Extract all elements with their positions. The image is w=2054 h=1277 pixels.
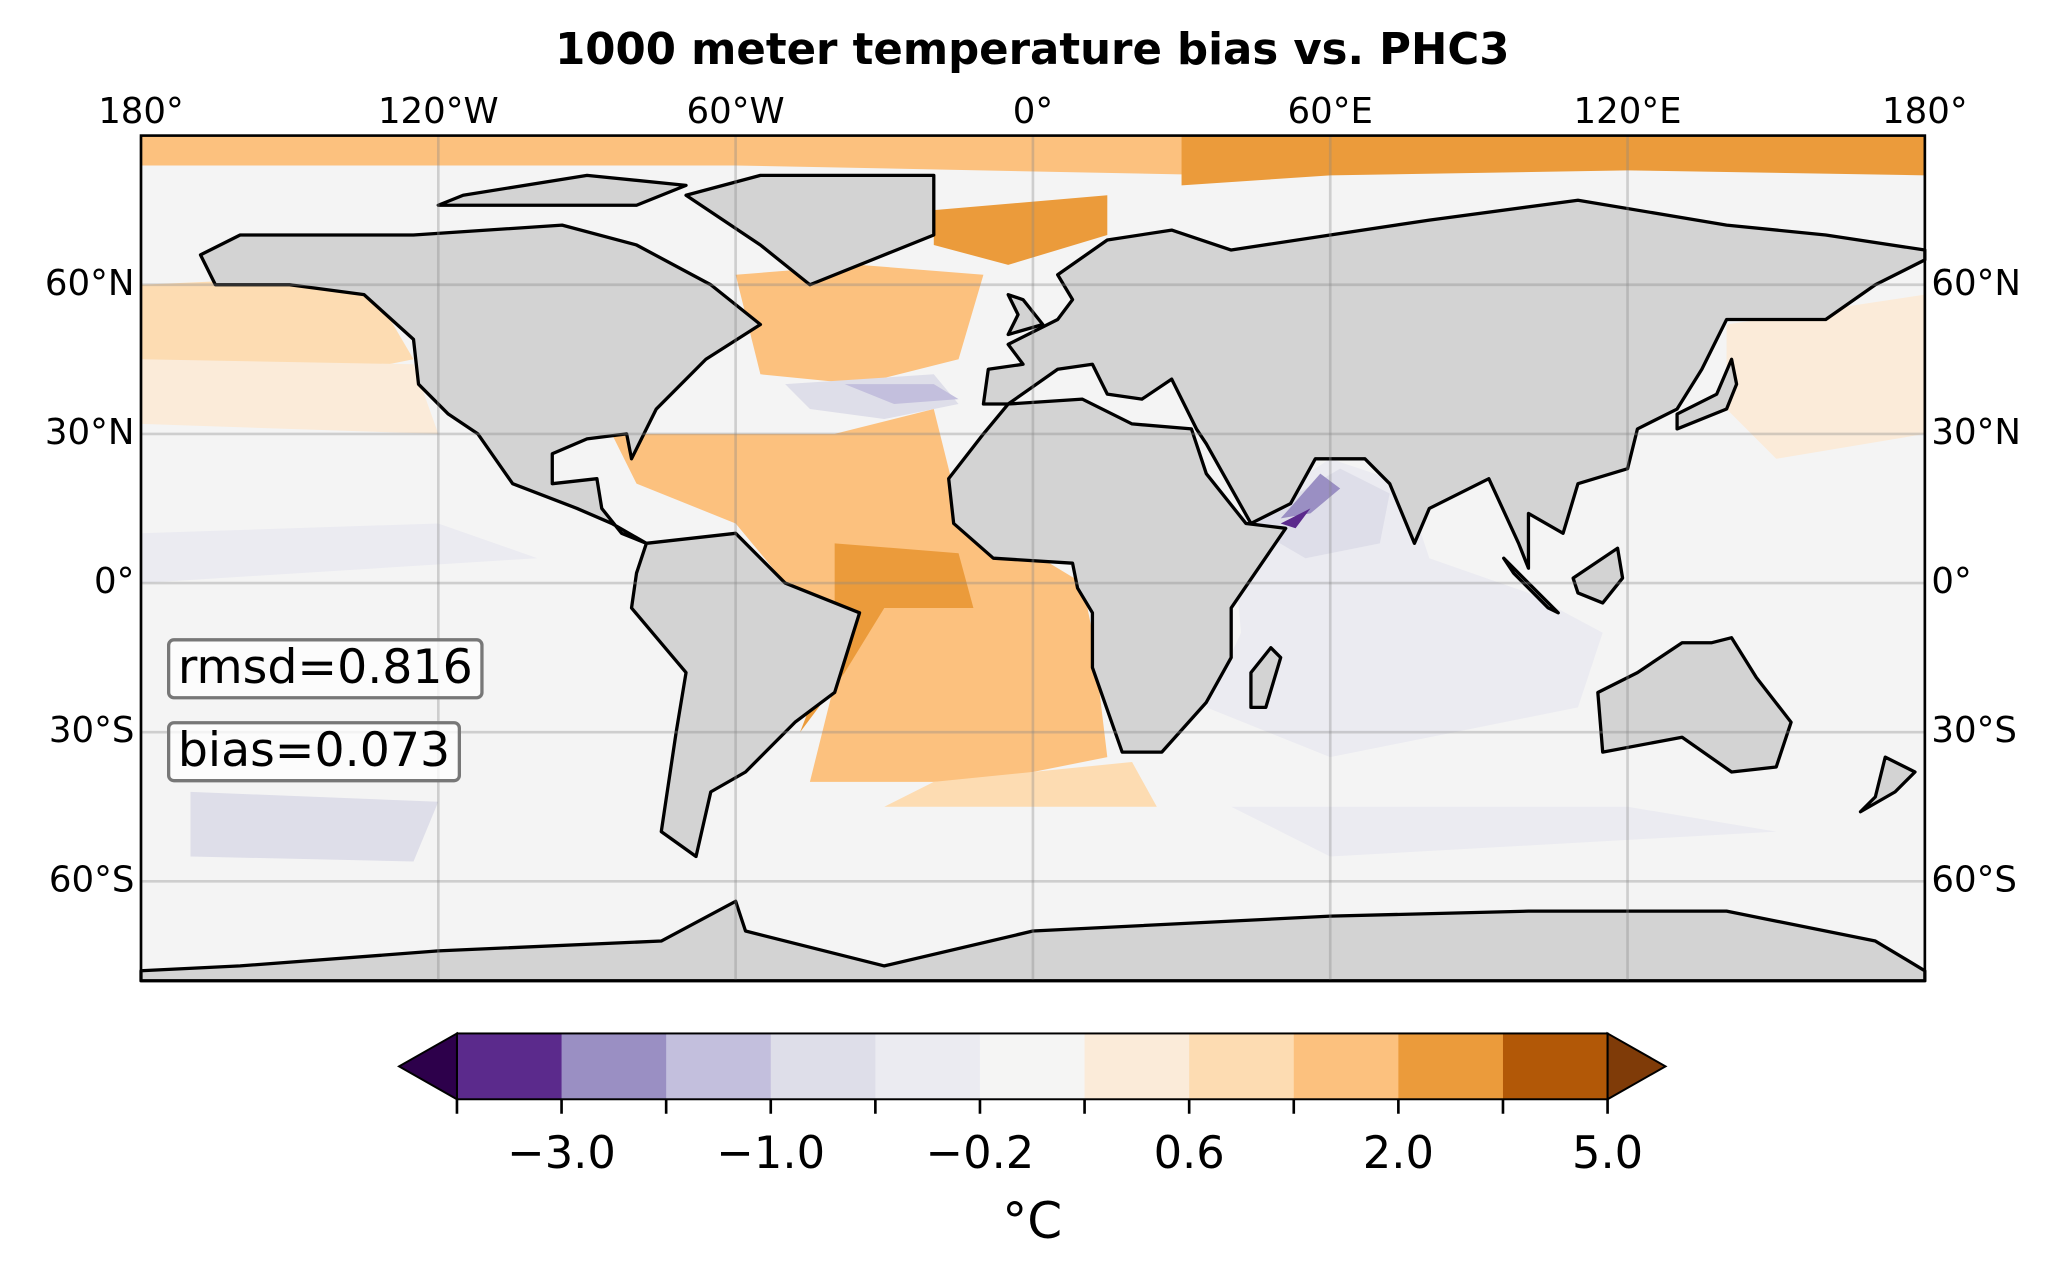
colorbar: −3.0 −1.0 −0.2 0.6 2.0 5.0 °C xyxy=(397,1031,1668,1250)
bias-region xyxy=(140,274,414,385)
bias-region xyxy=(1280,473,1341,519)
colorbar-cell xyxy=(770,1033,877,1100)
land xyxy=(1858,755,1917,814)
y-tick-label: 60°N xyxy=(45,263,135,304)
colorbar-extend-low xyxy=(397,1031,458,1101)
y-tick-label: 30°N xyxy=(1931,412,2021,453)
stats-text: rmsd=0.816 xyxy=(178,640,473,695)
colorbar-tick-label: 5.0 xyxy=(1572,1126,1643,1179)
bias-region xyxy=(1726,294,1925,459)
bias-region xyxy=(1231,806,1777,857)
y-tick-label: 30°S xyxy=(1931,710,2017,751)
x-tick-label: 180° xyxy=(1882,91,1968,132)
colorbar-cell xyxy=(1398,1033,1504,1100)
land xyxy=(1675,357,1739,431)
x-tick-label: 120°E xyxy=(1574,91,1682,132)
map: 180° 120°W 60°W 0° 60°E 120°E 180° 60°N 60°N 30°N… xyxy=(45,91,2021,983)
bias-region xyxy=(933,195,1108,265)
y-tick-label: 30°S xyxy=(49,710,135,751)
land xyxy=(1571,546,1625,605)
x-tick-label: 0° xyxy=(1013,91,1053,132)
land xyxy=(947,397,1288,754)
x-tick-label: 60°E xyxy=(1288,91,1373,132)
colorbar-cell xyxy=(1502,1033,1609,1100)
stats-box-frame xyxy=(166,638,484,700)
y-tick-label: 60°S xyxy=(49,859,135,900)
colorbar-cell xyxy=(1293,1033,1400,1100)
colorbar-tick-label: −1.0 xyxy=(716,1126,825,1179)
stats-box-frame xyxy=(166,721,462,783)
y-tick-label: 60°S xyxy=(1931,859,2017,900)
colorbar-extend-high xyxy=(1606,1031,1668,1101)
colorbar-cell xyxy=(561,1033,667,1100)
stats-text: bias=0.073 xyxy=(178,723,450,778)
bias-region xyxy=(884,761,1157,807)
bias-region xyxy=(1280,508,1311,529)
land xyxy=(1502,556,1560,615)
colorbar-cell xyxy=(875,1033,981,1100)
colorbar-cell xyxy=(456,1033,563,1100)
land xyxy=(1006,292,1045,337)
colorbar-label: °C xyxy=(1002,1192,1062,1250)
bias-region xyxy=(1181,135,1925,186)
y-tick-label: 0° xyxy=(94,561,134,602)
land xyxy=(436,173,688,207)
title: 1000 meter temperature bias vs. PHC3 xyxy=(555,25,1509,75)
map-frame xyxy=(139,134,1927,983)
colorbar-cell xyxy=(1189,1033,1295,1100)
land xyxy=(629,531,862,859)
bias-region xyxy=(800,543,974,733)
colorbar-tick-label: 0.6 xyxy=(1154,1126,1225,1179)
bias-region xyxy=(735,264,984,385)
colorbar-tick-label: 2.0 xyxy=(1363,1126,1434,1179)
x-tick-label: 60°W xyxy=(687,91,785,132)
colorbar-cell xyxy=(979,1033,1086,1100)
y-tick-label: 60°N xyxy=(1931,263,2021,304)
land xyxy=(981,198,1927,570)
bias-region xyxy=(140,523,538,584)
x-tick-label: 120°W xyxy=(378,91,499,132)
land xyxy=(1596,636,1793,774)
land xyxy=(1249,646,1283,709)
bias-region xyxy=(844,384,959,405)
x-tick-label: 180° xyxy=(98,91,184,132)
colorbar-frame xyxy=(455,1032,1609,1101)
colorbar-tick-label: −0.2 xyxy=(926,1126,1035,1179)
land xyxy=(684,173,936,287)
bias-region xyxy=(140,359,439,434)
stats-box: rmsd=0.816 xyxy=(166,638,484,700)
colorbar-cell xyxy=(1084,1033,1190,1100)
stats-box: bias=0.073 xyxy=(166,721,462,783)
y-tick-label: 0° xyxy=(1931,561,1971,602)
bias-region xyxy=(190,791,439,862)
y-tick-label: 30°N xyxy=(45,412,135,453)
colorbar-cell xyxy=(666,1033,772,1100)
colorbar-tick-label: −3.0 xyxy=(507,1126,616,1179)
land xyxy=(198,223,763,545)
